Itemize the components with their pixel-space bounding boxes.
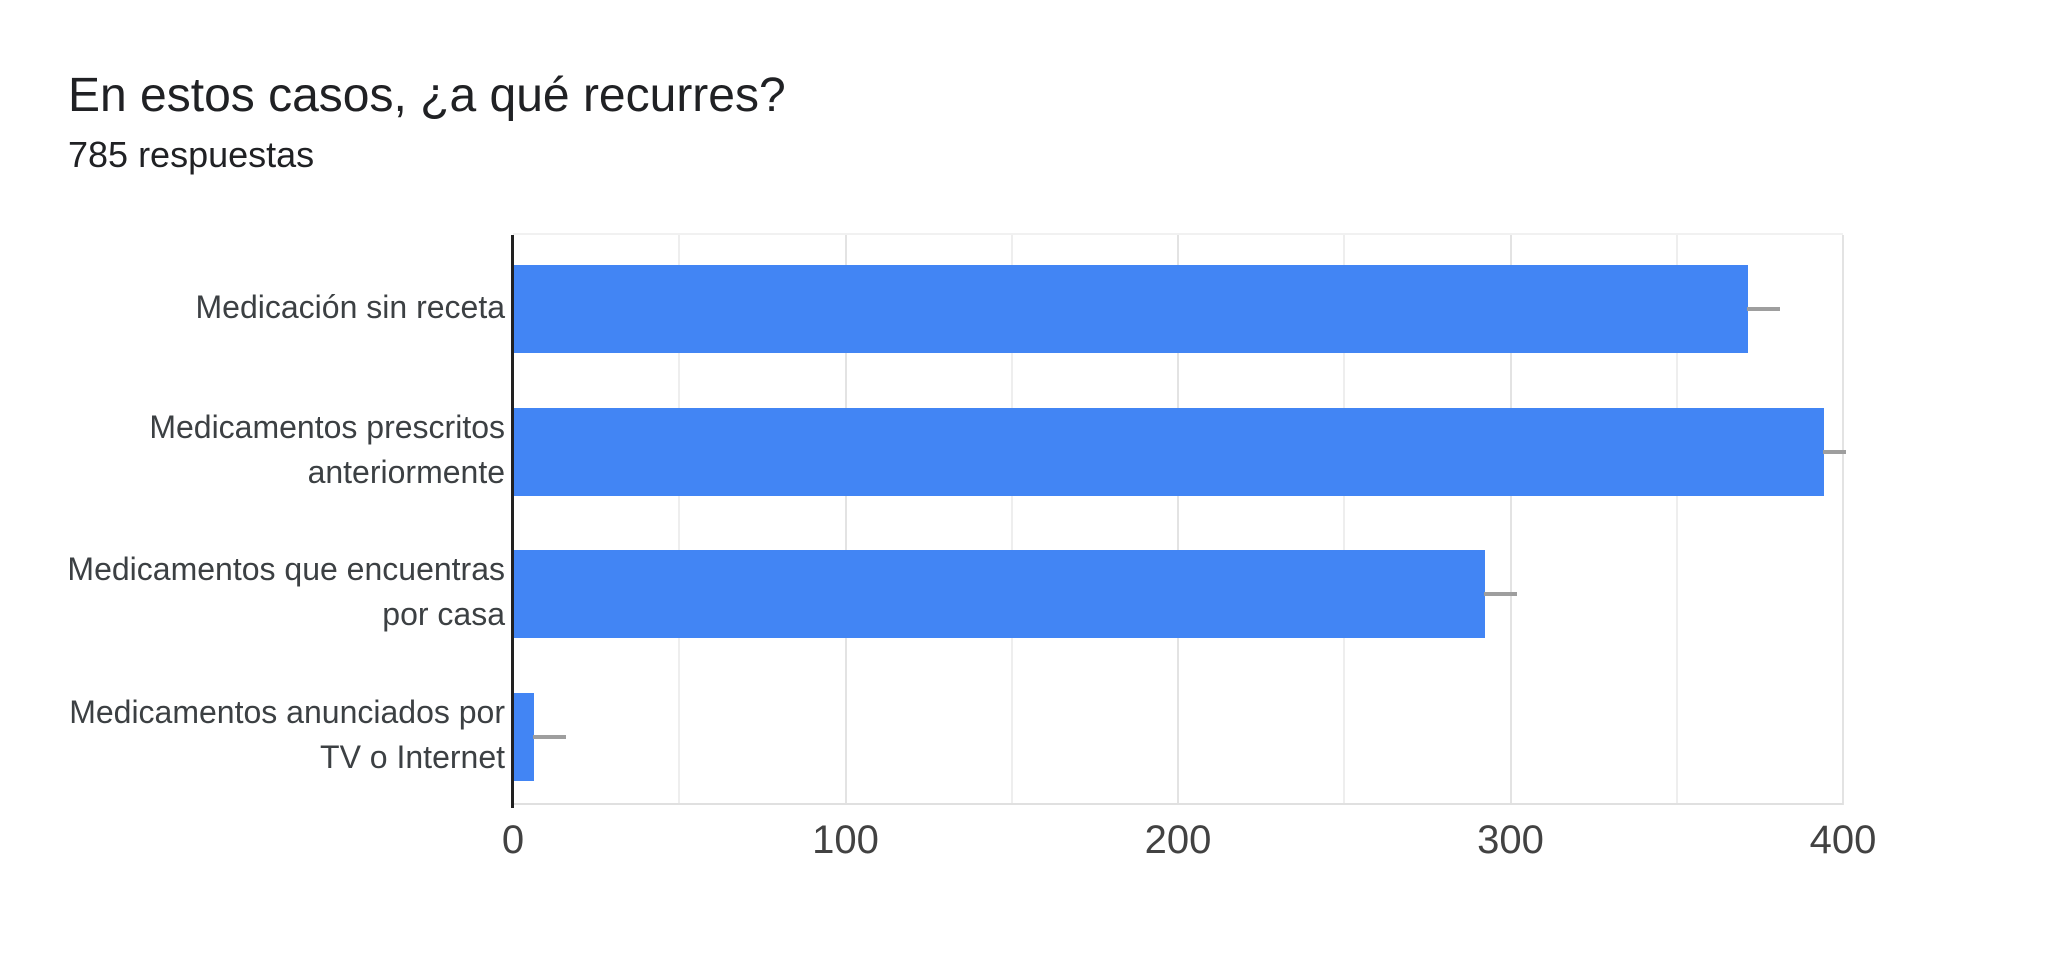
x-tick-label-400: 400 (1809, 818, 1877, 862)
interval-whisker-0 (1746, 307, 1780, 312)
bar-0[interactable] (514, 265, 1748, 354)
gridline-350 (1675, 235, 1678, 805)
question-title: En estos casos, ¿a qué recurres? (68, 69, 786, 122)
category-label-line: Medicación sin receta (195, 288, 505, 325)
category-label-line: TV o Internet (320, 738, 505, 775)
bar-3[interactable] (514, 692, 534, 781)
category-label-line: Medicamentos que encuentras (67, 551, 505, 588)
plot-area (511, 233, 1847, 808)
gridline-150 (1010, 235, 1013, 805)
gridline-400 (1842, 235, 1844, 805)
category-label-0: Medicación sin receta (0, 285, 505, 330)
x-tick-label-0: 0 (501, 818, 525, 862)
x-tick-label-300: 300 (1477, 818, 1544, 862)
category-label-line: por casa (382, 596, 505, 633)
gridline-50 (678, 235, 681, 805)
gridline-250 (1343, 235, 1346, 805)
x-tick-label-100: 100 (812, 818, 879, 862)
response-count: 785 respuestas (68, 134, 315, 175)
category-label-2: Medicamentos que encuentras por casa (0, 547, 505, 637)
category-label-line: anteriormente (307, 453, 505, 490)
x-tick-label-200: 200 (1144, 818, 1212, 862)
category-label-line: Medicamentos prescritos (149, 408, 505, 445)
category-label-line: Medicamentos anunciados por (69, 693, 505, 730)
category-label-3: Medicamentos anunciados por TV o Internet (0, 690, 505, 780)
interval-whisker-3 (532, 734, 567, 739)
x-axis-baseline (513, 803, 1843, 805)
interval-whisker-1 (1823, 449, 1847, 454)
gridline-100 (844, 235, 847, 805)
interval-whisker-2 (1483, 592, 1518, 597)
bar-1[interactable] (514, 407, 1825, 496)
gridline-200 (1177, 235, 1179, 805)
bar-2[interactable] (514, 550, 1485, 639)
gridline-300 (1509, 235, 1512, 805)
category-label-1: Medicamentos prescritos anteriormente (0, 405, 505, 495)
y-axis-line (511, 235, 514, 808)
